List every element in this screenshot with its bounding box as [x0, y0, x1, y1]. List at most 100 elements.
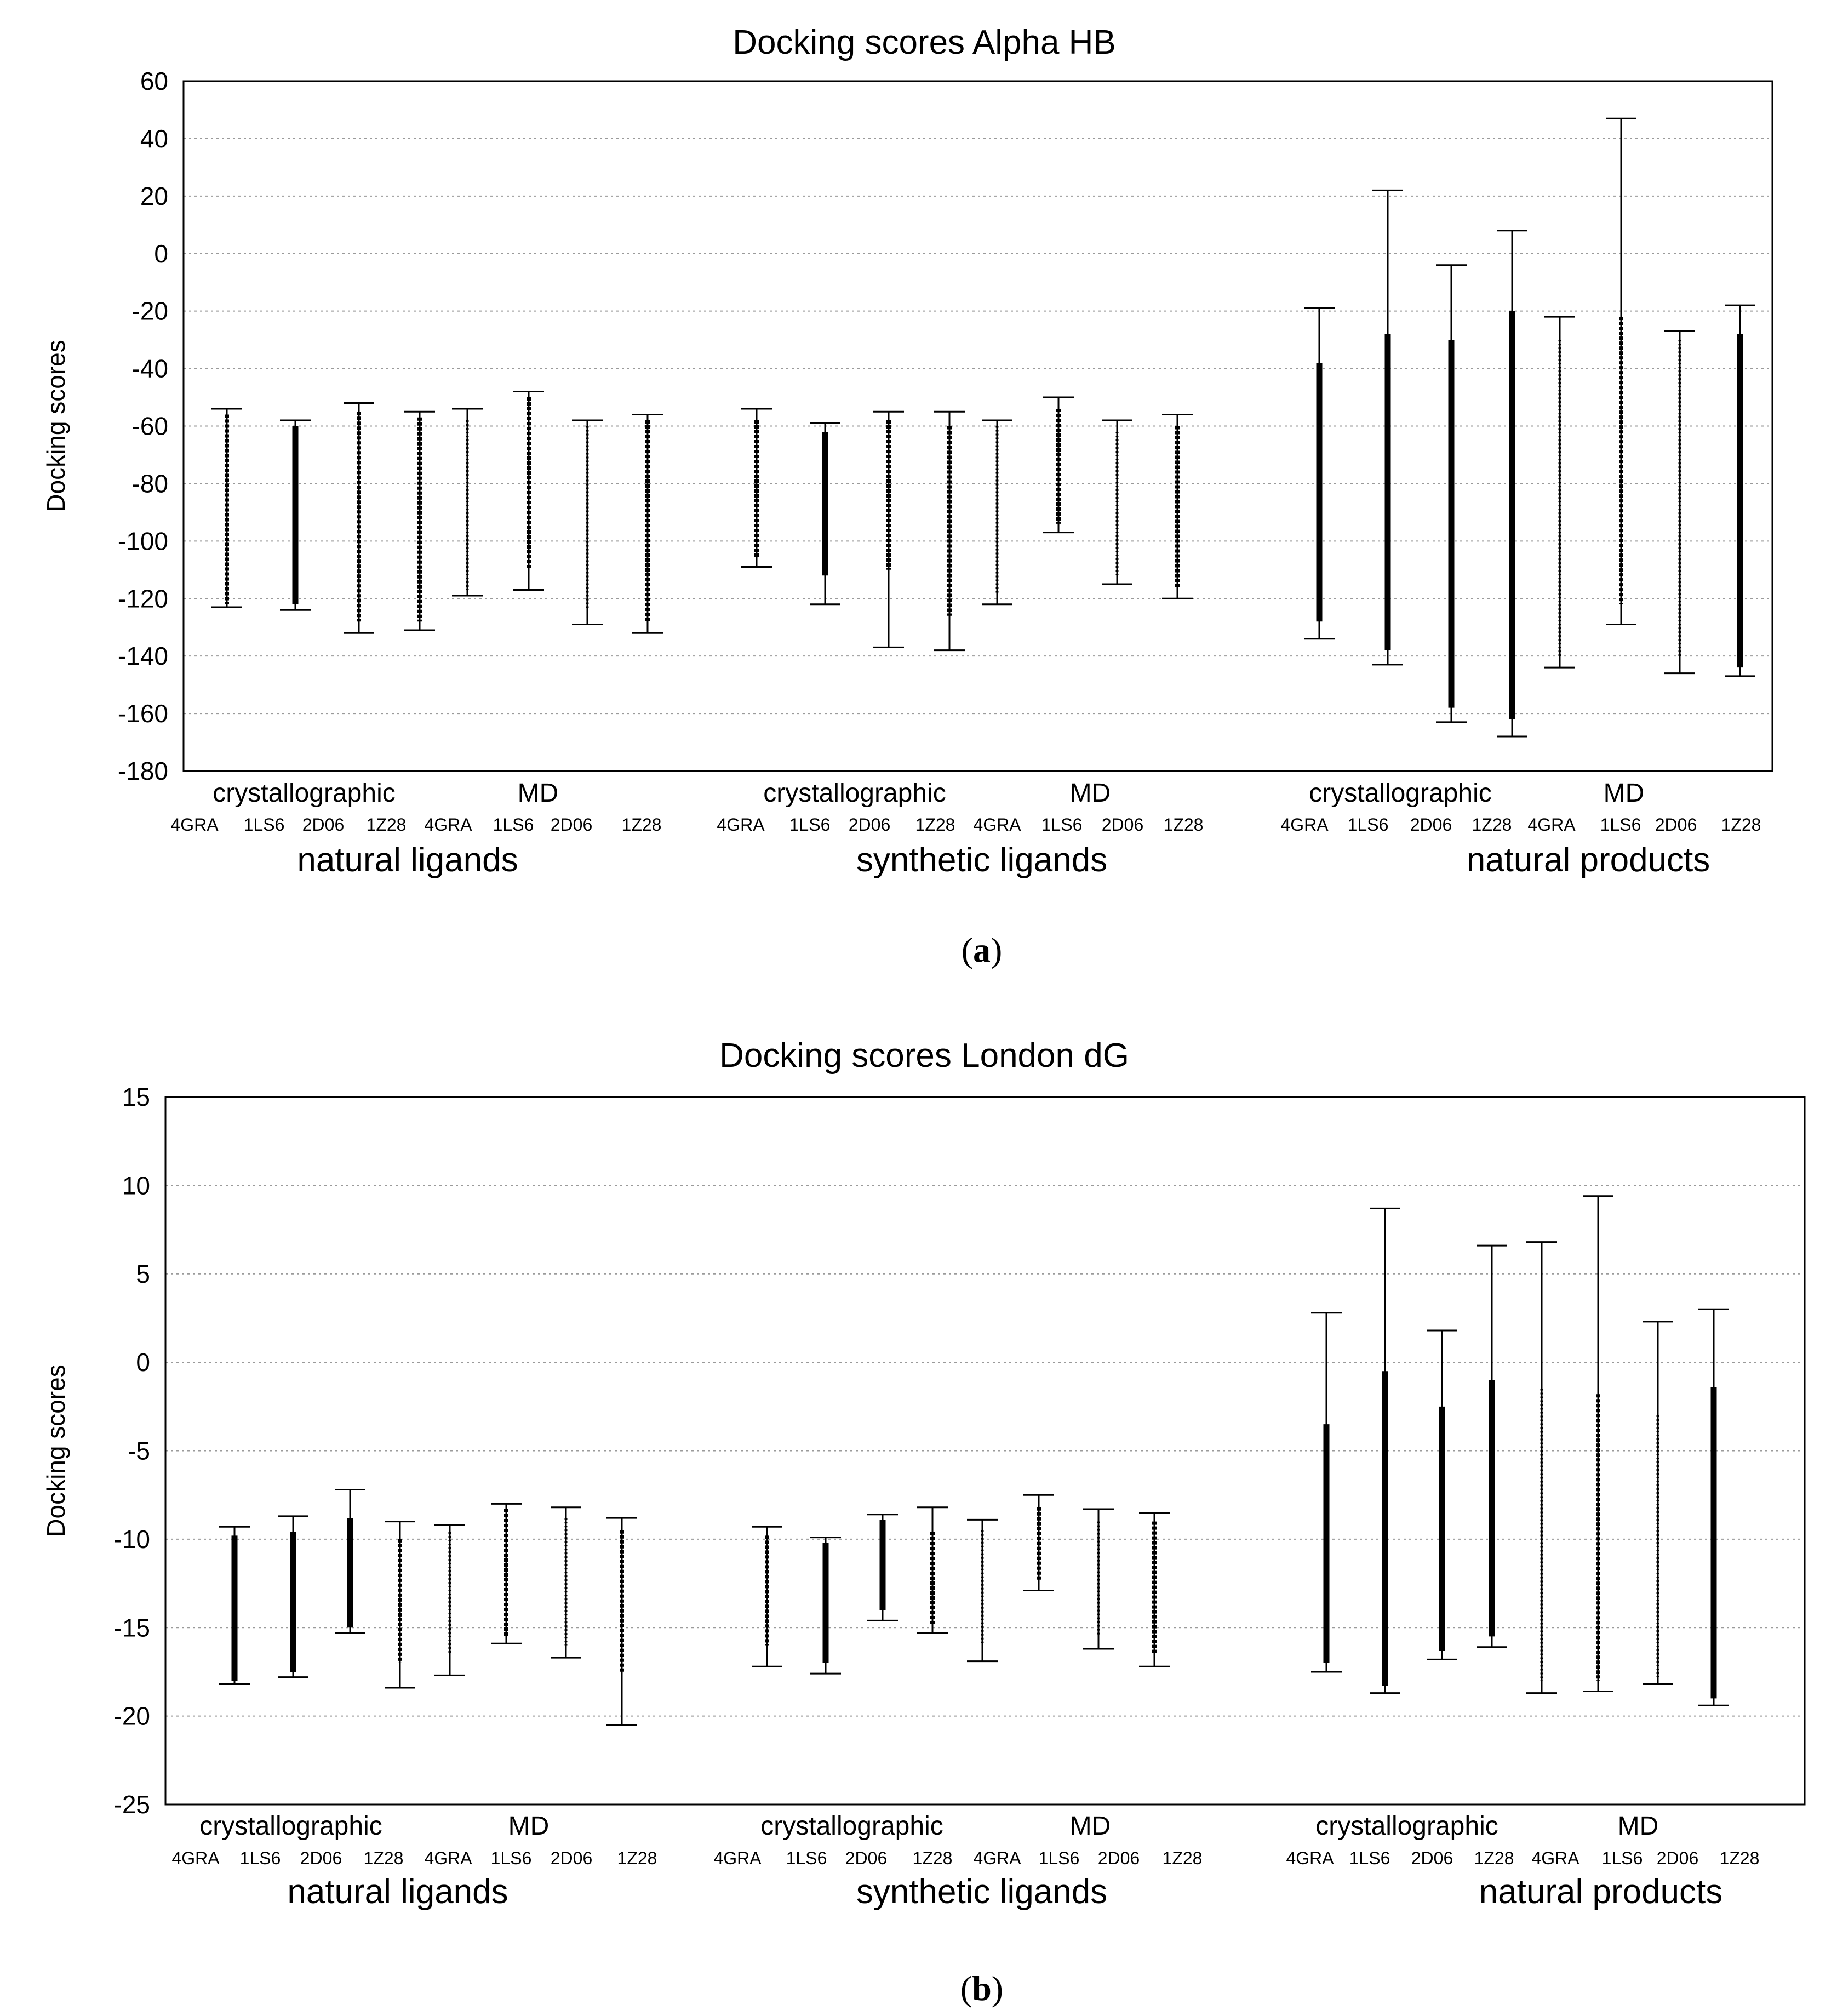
- pdb-label: 4GRA: [424, 815, 472, 835]
- panel-paren-open: (: [962, 930, 973, 969]
- y-tick-label: -180: [118, 757, 168, 785]
- pdb-label: 4GRA: [717, 815, 765, 835]
- pdb-label: 1LS6: [493, 815, 534, 835]
- pdb-label: 1Z28: [913, 1848, 953, 1868]
- panel-paren-close: ): [992, 1969, 1003, 2008]
- pdb-label: 2D06: [1098, 1848, 1140, 1868]
- chart-title: Docking scores Alpha HB: [732, 24, 1116, 61]
- pdb-label: 2D06: [1102, 815, 1144, 835]
- set-label-md: MD: [508, 1812, 550, 1841]
- pdb-label: 1LS6: [1041, 815, 1083, 835]
- y-tick-label: -40: [132, 355, 168, 383]
- pdb-label: 4GRA: [170, 815, 219, 835]
- set-label-md: MD: [1070, 1812, 1111, 1841]
- set-label-crystallographic: crystallographic: [199, 1812, 382, 1841]
- pdb-label: 4GRA: [973, 815, 1021, 835]
- y-tick-label: -160: [118, 699, 168, 728]
- pdb-label: 2D06: [551, 815, 593, 835]
- pdb-label: 4GRA: [1527, 815, 1576, 835]
- pdb-label: 1Z28: [617, 1848, 657, 1868]
- y-tick-label: -120: [118, 584, 168, 613]
- pdb-label: 2D06: [551, 1848, 593, 1868]
- y-tick-label: -20: [114, 1702, 150, 1731]
- y-tick-label: -80: [132, 469, 168, 498]
- pdb-label: 4GRA: [1286, 1848, 1334, 1868]
- y-axis-label: Docking scores: [42, 1364, 70, 1537]
- group-label: natural products: [1479, 1873, 1723, 1911]
- pdb-label: 1Z28: [1474, 1848, 1514, 1868]
- set-label-md: MD: [1604, 779, 1645, 808]
- y-tick-label: -140: [118, 642, 168, 670]
- chart-title: Docking scores London dG: [719, 1037, 1129, 1075]
- pdb-label: 1LS6: [1349, 1848, 1390, 1868]
- pdb-label: 1Z28: [1163, 1848, 1203, 1868]
- y-tick-label: -100: [118, 527, 168, 555]
- y-tick-label: -60: [132, 412, 168, 441]
- pdb-label: 1LS6: [244, 815, 285, 835]
- pdb-label: 1LS6: [240, 1848, 281, 1868]
- y-tick-label: 20: [140, 182, 168, 210]
- pdb-label: 4GRA: [1280, 815, 1329, 835]
- pdb-label: 1LS6: [491, 1848, 532, 1868]
- pdb-label: 1Z28: [1720, 1848, 1760, 1868]
- set-label-crystallographic: crystallographic: [1309, 779, 1491, 808]
- chart-panel-london-dg: Docking scores London dG 15 10 5 0 -5 -10 -15 -2…: [42, 1037, 1806, 2008]
- y-tick-label: -5: [128, 1437, 150, 1465]
- pdb-label: 1Z28: [367, 815, 407, 835]
- group-label: synthetic ligands: [856, 841, 1107, 879]
- y-tick-label: 0: [136, 1348, 150, 1377]
- plot-frame: [164, 1096, 1806, 1806]
- group-label: natural products: [1467, 841, 1710, 879]
- pdb-label: 1Z28: [1164, 815, 1204, 835]
- pdb-label: 4GRA: [171, 1848, 220, 1868]
- y-tick-label: 15: [122, 1083, 150, 1111]
- panel-label: (b): [960, 1969, 1003, 2008]
- pdb-label: 2D06: [1657, 1848, 1699, 1868]
- group-label: natural ligands: [297, 841, 518, 879]
- pdb-label: 1LS6: [1602, 1848, 1643, 1868]
- pdb-label: 2D06: [849, 815, 891, 835]
- pdb-label: 2D06: [1410, 815, 1452, 835]
- pdb-label: 1Z28: [1721, 815, 1761, 835]
- panel-paren-open: (: [960, 1969, 972, 2008]
- y-tick-label: 40: [140, 124, 168, 153]
- set-label-md: MD: [1070, 779, 1111, 808]
- y-axis-label: Docking scores: [42, 340, 70, 512]
- y-tick-label: 0: [154, 239, 168, 268]
- panel-letter: b: [972, 1969, 992, 2008]
- group-label: natural ligands: [287, 1873, 508, 1911]
- pdb-label: 1LS6: [1600, 815, 1641, 835]
- pdb-label: 1LS6: [789, 815, 831, 835]
- pdb-label: 1Z28: [364, 1848, 404, 1868]
- set-label-md: MD: [1618, 1812, 1659, 1841]
- y-tick-label: -15: [114, 1613, 150, 1642]
- pdb-label: 1Z28: [1472, 815, 1512, 835]
- y-tick-label: -20: [132, 297, 168, 325]
- pdb-label: 4GRA: [1531, 1848, 1580, 1868]
- pdb-label: 4GRA: [973, 1848, 1021, 1868]
- pdb-label: 1Z28: [915, 815, 955, 835]
- panel-paren-close: ): [991, 930, 1002, 969]
- chart-panel-alpha-hb: Docking scores Alpha HB 60 40 20 0 -20 -40 -60 -…: [42, 24, 1773, 969]
- pdb-label: 1LS6: [786, 1848, 827, 1868]
- pdb-label: 4GRA: [713, 1848, 762, 1868]
- set-label-crystallographic: crystallographic: [1315, 1812, 1498, 1841]
- set-label-crystallographic: crystallographic: [763, 779, 946, 808]
- group-label: synthetic ligands: [856, 1873, 1107, 1911]
- plot-frame: [182, 80, 1773, 772]
- set-label-crystallographic: crystallographic: [213, 779, 395, 808]
- pdb-label: 2D06: [1655, 815, 1697, 835]
- pdb-label: 2D06: [845, 1848, 888, 1868]
- set-label-crystallographic: crystallographic: [760, 1812, 943, 1841]
- set-label-md: MD: [518, 779, 559, 808]
- pdb-label: 1LS6: [1039, 1848, 1080, 1868]
- y-tick-label: 10: [122, 1171, 150, 1200]
- panel-label: (a): [962, 930, 1003, 969]
- y-tick-label: 5: [136, 1260, 150, 1288]
- pdb-label: 4GRA: [424, 1848, 472, 1868]
- pdb-label: 2D06: [300, 1848, 342, 1868]
- pdb-label: 2D06: [1411, 1848, 1453, 1868]
- y-tick-label: -25: [114, 1790, 150, 1819]
- pdb-label: 1Z28: [622, 815, 662, 835]
